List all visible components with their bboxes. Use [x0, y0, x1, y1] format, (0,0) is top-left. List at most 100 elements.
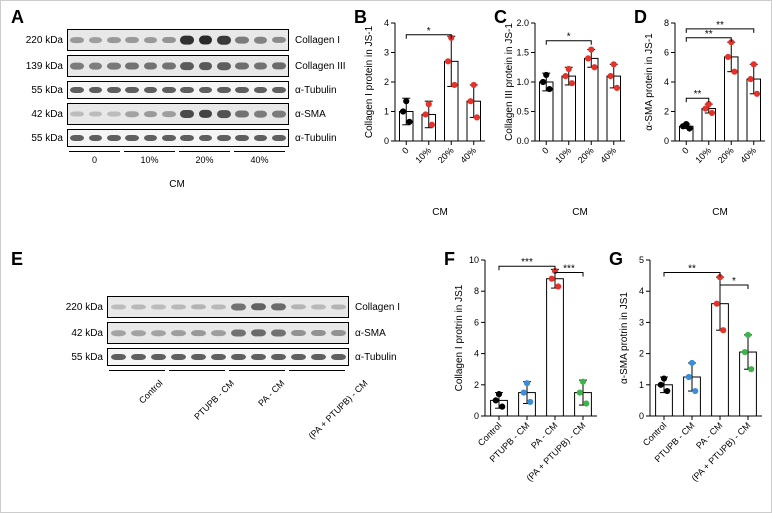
wb-band	[199, 135, 213, 141]
significance-label: **	[716, 20, 724, 31]
significance-label: ***	[563, 263, 575, 274]
wb-row: 55 kDaα-Tubulin	[51, 348, 400, 366]
wb-band	[211, 330, 226, 336]
wb-band	[107, 37, 121, 43]
western-blot-E: 220 kDaCollagen I42 kDaα-SMA55 kDaα-Tubu…	[51, 296, 400, 440]
wb-molecular-weight: 55 kDa	[51, 352, 107, 363]
data-point	[400, 109, 405, 114]
x-tick-label: 0	[540, 145, 551, 156]
wb-band	[235, 87, 249, 93]
wb-band	[311, 354, 326, 360]
wb-band	[89, 135, 103, 141]
wb-band	[162, 87, 176, 93]
wb-band	[151, 330, 166, 336]
bar-chart-G: 012345α-SMA protrin in JS1ControlPTUPB -…	[616, 256, 766, 499]
data-point	[749, 367, 754, 372]
wb-band	[217, 62, 231, 70]
wb-group-label: (PA + PTUPB) - CM	[307, 378, 370, 441]
wb-protein-name: Collagen I	[289, 35, 340, 46]
wb-band	[162, 63, 176, 70]
y-tick-label: 3	[639, 317, 644, 327]
wb-molecular-weight: 55 kDa	[11, 85, 67, 96]
wb-band	[272, 111, 286, 118]
data-point	[407, 119, 412, 124]
wb-strip	[67, 81, 289, 99]
wb-band	[70, 87, 84, 93]
panel-label-E: E	[11, 249, 23, 270]
wb-band	[231, 354, 246, 360]
x-tick-label: 0	[680, 145, 691, 156]
data-point	[754, 91, 759, 96]
western-blot-A: 220 kDa Collagen I 139 kDa Collagen III 55 k…	[11, 29, 346, 190]
wb-band	[180, 62, 194, 70]
y-tick-label: 0	[639, 411, 644, 421]
data-point	[706, 102, 711, 107]
y-tick-label: 0	[474, 411, 479, 421]
chart-svg: 02468α-SMA protein in JS-1010%20%40%****…	[641, 19, 769, 219]
wb-band	[180, 135, 194, 141]
wb-band	[107, 63, 121, 70]
y-tick-label: 2.0	[516, 18, 529, 28]
x-tick-label: 10%	[693, 145, 713, 165]
data-point	[404, 99, 409, 104]
wb-band	[211, 304, 226, 309]
wb-group-label: Control	[137, 378, 165, 406]
data-point	[745, 332, 750, 337]
data-point	[689, 360, 694, 365]
wb-band	[107, 112, 121, 117]
wb-band	[125, 37, 139, 43]
wb-group-label: 40%	[250, 155, 268, 165]
y-axis-label: Collagen I protrin in JS1	[454, 284, 465, 391]
y-tick-label: 4	[664, 77, 669, 87]
y-tick-label: 0.5	[516, 107, 529, 117]
data-point	[614, 85, 619, 90]
wb-group-bracket	[289, 370, 345, 371]
bar-chart-C: 0.00.51.01.52.0Collagen III protein in J…	[501, 19, 629, 224]
y-tick-label: 0.0	[516, 136, 529, 146]
data-point	[521, 390, 526, 395]
wb-protein-name: Collagen III	[289, 61, 346, 72]
y-tick-label: 2	[384, 77, 389, 87]
wb-band	[231, 330, 246, 337]
wb-group-bracket	[69, 151, 120, 152]
x-tick-label: 10%	[413, 145, 433, 165]
wb-strip	[67, 55, 289, 77]
wb-molecular-weight: 139 kDa	[11, 61, 67, 72]
data-point	[569, 81, 574, 86]
wb-molecular-weight: 42 kDa	[11, 109, 67, 120]
wb-band	[271, 303, 286, 310]
wb-molecular-weight: 220 kDa	[11, 35, 67, 46]
data-point	[661, 376, 666, 381]
data-point	[709, 110, 714, 115]
y-axis-label: Collagen I protein in JS-1	[364, 25, 375, 138]
x-tick-label: 0	[400, 145, 411, 156]
y-tick-label: 1	[384, 107, 389, 117]
wb-band	[171, 330, 186, 336]
wb-band	[191, 304, 206, 309]
data-point	[721, 328, 726, 333]
wb-group-bracket	[229, 370, 285, 371]
data-point	[471, 82, 476, 87]
wb-band	[180, 36, 194, 45]
y-tick-label: 1	[639, 380, 644, 390]
wb-band	[331, 354, 346, 360]
wb-band	[231, 304, 246, 311]
wb-band	[70, 112, 84, 117]
x-tick-label: 40%	[458, 145, 478, 165]
data-point	[500, 404, 505, 409]
wb-band	[272, 135, 286, 141]
wb-band	[191, 354, 206, 360]
wb-band	[144, 111, 158, 117]
wb-protein-name: α-Tubulin	[289, 133, 337, 144]
data-point	[742, 349, 747, 354]
wb-band	[162, 135, 176, 141]
x-tick-label: 20%	[716, 145, 736, 165]
wb-group-bracket	[124, 151, 175, 152]
y-axis-label: Collagen III protein in JS-1	[504, 23, 515, 141]
wb-band	[70, 37, 84, 43]
data-point	[732, 69, 737, 74]
y-tick-label: 2	[639, 349, 644, 359]
data-point	[566, 66, 571, 71]
wb-band	[125, 87, 139, 93]
wb-band	[235, 37, 249, 44]
